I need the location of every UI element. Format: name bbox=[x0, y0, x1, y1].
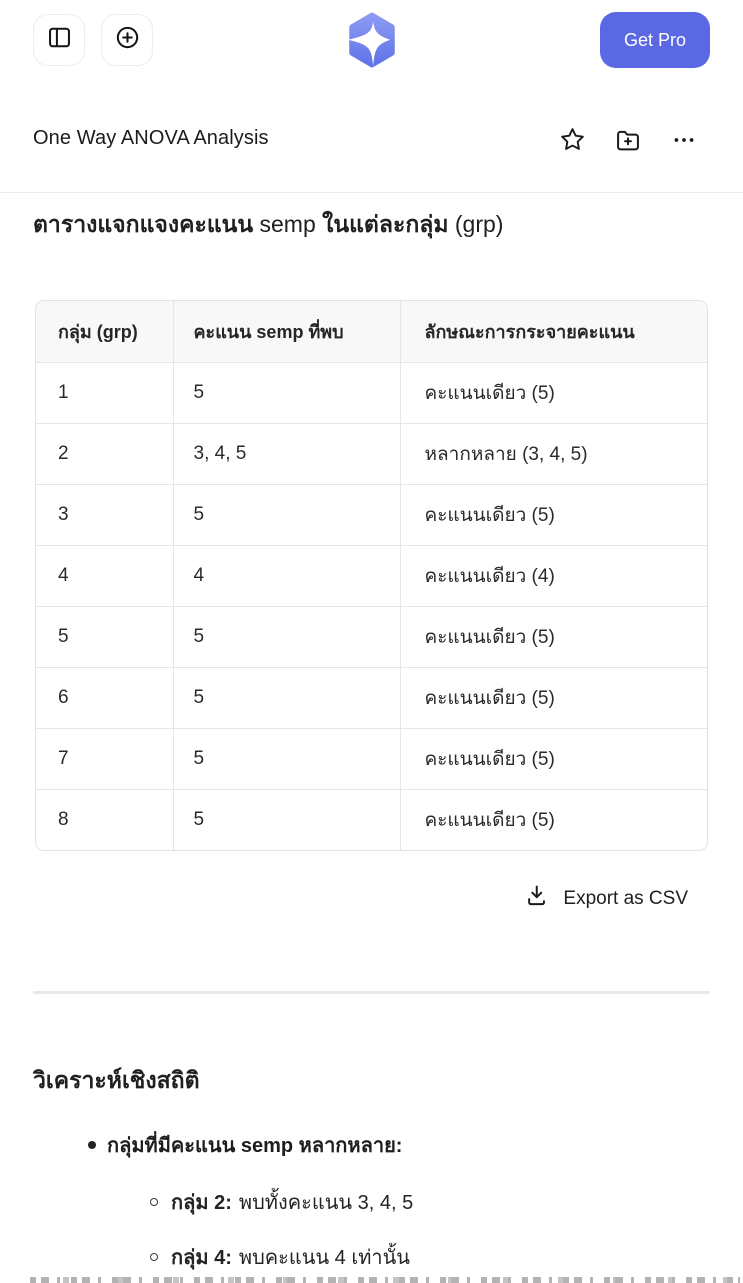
download-icon bbox=[525, 883, 550, 914]
cell-group: 3 bbox=[36, 483, 173, 545]
favorite-button[interactable] bbox=[558, 128, 586, 156]
cell-group: 1 bbox=[36, 361, 173, 423]
cell-scores: 5 bbox=[172, 788, 400, 850]
cell-scores: 5 bbox=[172, 605, 400, 667]
sub-item-text: พบคะแนน 4 เท่านั้น bbox=[238, 1247, 410, 1269]
cell-group: 2 bbox=[36, 422, 173, 484]
list-item-main-text: กลุ่มที่มีคะแนน semp หลากหลาย: bbox=[107, 1135, 403, 1157]
sub-item-label: กลุ่ม 4: bbox=[171, 1247, 232, 1269]
app-logo-icon bbox=[344, 12, 400, 68]
folder-plus-icon bbox=[614, 126, 642, 159]
cell-distribution: คะแนนเดียว (5) bbox=[399, 361, 707, 423]
panel-left-icon bbox=[46, 24, 73, 56]
table-row: 6 5 คะแนนเดียว (5) bbox=[36, 666, 707, 728]
table-row: 8 5 คะแนนเดียว (5) bbox=[36, 788, 707, 850]
cell-distribution: คะแนนเดียว (4) bbox=[399, 544, 707, 606]
cell-group: 6 bbox=[36, 666, 173, 728]
table-row: 2 3, 4, 5 หลากหลาย (3, 4, 5) bbox=[36, 422, 707, 484]
cell-group: 4 bbox=[36, 544, 173, 606]
titlebar-divider bbox=[0, 192, 743, 193]
bullet-dot-icon bbox=[88, 1141, 96, 1149]
cell-scores: 4 bbox=[172, 544, 400, 606]
cell-distribution: คะแนนเดียว (5) bbox=[399, 788, 707, 850]
export-csv-button[interactable]: Export as CSV bbox=[525, 883, 688, 914]
page-title: One Way ANOVA Analysis bbox=[33, 127, 269, 149]
column-header-group: กลุ่ม (grp) bbox=[36, 301, 173, 362]
score-distribution-table: กลุ่ม (grp) คะแนน semp ที่พบ ลักษณะการกร… bbox=[35, 300, 708, 851]
title-actions bbox=[558, 128, 698, 156]
heading-thai-part-2: ในแต่ละกลุ่ม bbox=[322, 211, 449, 237]
section-divider bbox=[33, 991, 710, 994]
table-section-heading: ตารางแจกแจงคะแนน semp ในแต่ละกลุ่ม (grp) bbox=[33, 205, 723, 243]
table-row: 3 5 คะแนนเดียว (5) bbox=[36, 483, 707, 545]
bullet-circle-icon bbox=[150, 1198, 158, 1206]
cell-distribution: หลากหลาย (3, 4, 5) bbox=[399, 422, 707, 484]
clipped-text-line bbox=[30, 1277, 740, 1283]
more-menu-button[interactable] bbox=[670, 128, 698, 156]
plus-circle-icon bbox=[114, 24, 141, 56]
column-header-scores: คะแนน semp ที่พบ bbox=[172, 301, 400, 362]
sidebar-toggle-button[interactable] bbox=[33, 14, 85, 66]
sub-item-text: พบทั้งคะแนน 3, 4, 5 bbox=[238, 1192, 414, 1214]
sub-item-label: กลุ่ม 2: bbox=[171, 1192, 232, 1214]
analysis-heading: วิเคราะห์เชิงสถิติ bbox=[33, 1067, 200, 1093]
cell-group: 8 bbox=[36, 788, 173, 850]
table-header-row: กลุ่ม (grp) คะแนน semp ที่พบ ลักษณะการกร… bbox=[36, 301, 707, 362]
cell-scores: 5 bbox=[172, 666, 400, 728]
column-header-distribution: ลักษณะการกระจายคะแนน bbox=[399, 301, 707, 362]
export-csv-label: Export as CSV bbox=[563, 887, 688, 909]
star-icon bbox=[559, 126, 586, 158]
cell-distribution: คะแนนเดียว (5) bbox=[399, 666, 707, 728]
cell-group: 5 bbox=[36, 605, 173, 667]
cell-distribution: คะแนนเดียว (5) bbox=[399, 605, 707, 667]
cell-scores: 3, 4, 5 bbox=[172, 422, 400, 484]
heading-latin-part-2: (grp) bbox=[454, 211, 504, 237]
table-row: 4 4 คะแนนเดียว (4) bbox=[36, 544, 707, 606]
ellipsis-icon bbox=[671, 127, 697, 158]
cell-scores: 5 bbox=[172, 727, 400, 789]
new-chat-button[interactable] bbox=[101, 14, 153, 66]
cell-scores: 5 bbox=[172, 361, 400, 423]
bullet-circle-icon bbox=[150, 1253, 158, 1261]
list-item-main: กลุ่มที่มีคะแนน semp หลากหลาย: bbox=[88, 1129, 402, 1161]
cell-distribution: คะแนนเดียว (5) bbox=[399, 727, 707, 789]
table-row: 7 5 คะแนนเดียว (5) bbox=[36, 727, 707, 789]
cell-scores: 5 bbox=[172, 483, 400, 545]
heading-latin-part-1: semp bbox=[259, 211, 316, 237]
add-to-folder-button[interactable] bbox=[614, 128, 642, 156]
cell-group: 7 bbox=[36, 727, 173, 789]
heading-thai-part-1: ตารางแจกแจงคะแนน bbox=[33, 211, 254, 237]
list-item-sub: กลุ่ม 2: พบทั้งคะแนน 3, 4, 5 bbox=[150, 1186, 413, 1218]
get-pro-button[interactable]: Get Pro bbox=[599, 12, 710, 68]
table-row: 1 5 คะแนนเดียว (5) bbox=[36, 361, 707, 423]
table-row: 5 5 คะแนนเดียว (5) bbox=[36, 605, 707, 667]
cell-distribution: คะแนนเดียว (5) bbox=[399, 483, 707, 545]
list-item-sub: กลุ่ม 4: พบคะแนน 4 เท่านั้น bbox=[150, 1241, 410, 1273]
